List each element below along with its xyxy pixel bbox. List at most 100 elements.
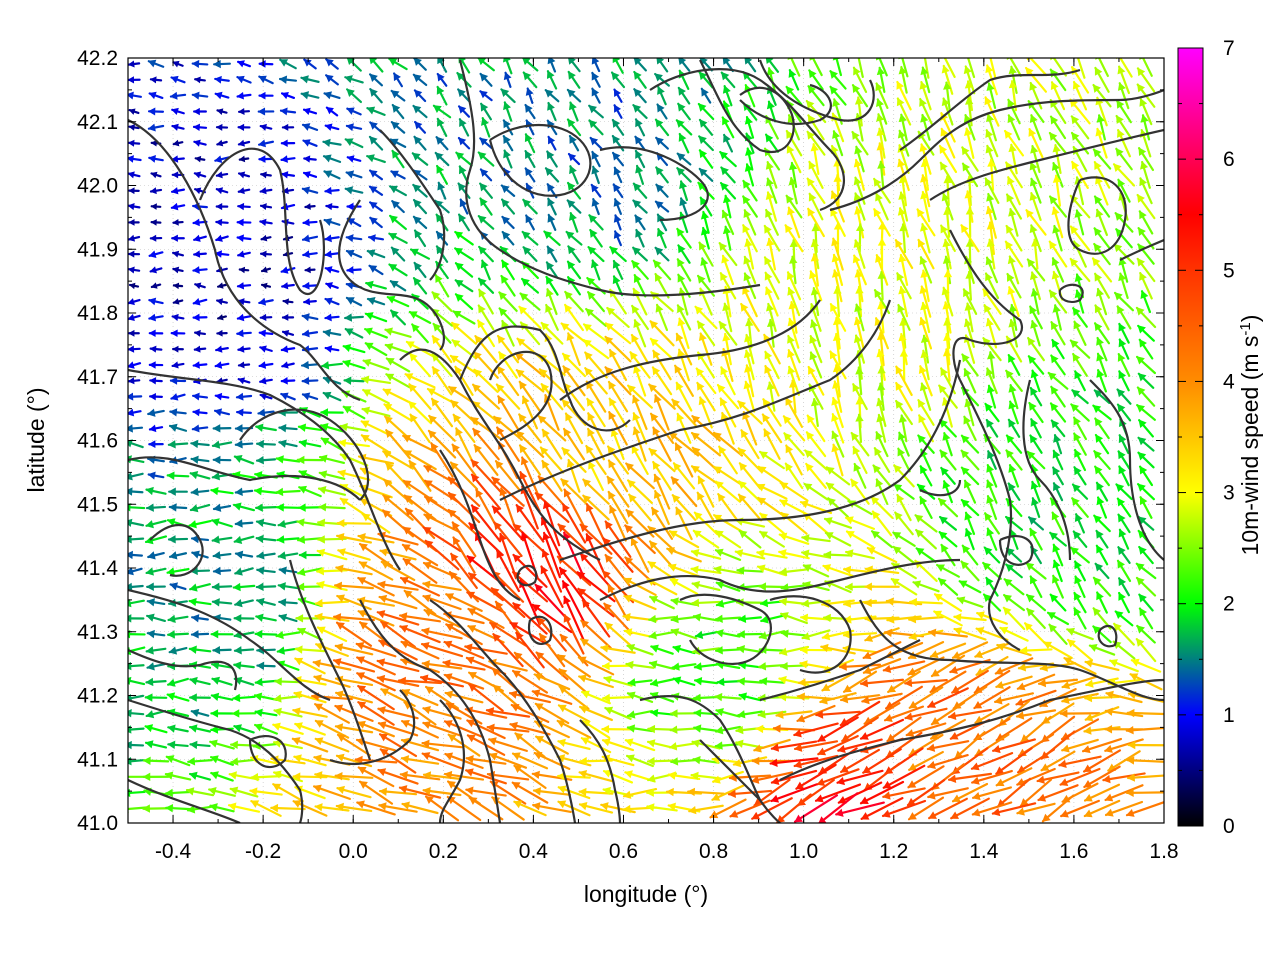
- wind-arrow: [357, 720, 395, 738]
- wind-arrow: [231, 709, 257, 718]
- wind-arrow: [963, 65, 976, 95]
- wind-arrow: [214, 392, 230, 401]
- wind-arrow: [303, 155, 317, 163]
- wind-arrow: [1005, 434, 1023, 454]
- wind-arrow: [985, 418, 999, 438]
- wind-arrow: [356, 656, 396, 676]
- wind-arrow: [236, 329, 252, 338]
- wind-arrow: [963, 58, 976, 79]
- wind-arrow: [325, 282, 339, 290]
- wind-arrow: [567, 276, 581, 296]
- wind-arrow: [366, 249, 386, 259]
- wind-arrow: [301, 313, 319, 322]
- wind-arrow: [718, 242, 738, 267]
- wind-arrow: [964, 190, 974, 223]
- wind-arrow: [1066, 627, 1094, 641]
- wind-vectors: [128, 58, 1164, 823]
- wind-arrow: [314, 598, 350, 608]
- y-tick-label: 41.3: [77, 621, 118, 644]
- wind-arrow: [832, 58, 843, 77]
- wind-arrow: [168, 423, 188, 432]
- wind-arrow: [604, 366, 632, 396]
- wind-arrow: [694, 305, 718, 330]
- wind-arrow: [255, 503, 277, 512]
- wind-arrow: [321, 361, 343, 370]
- wind-arrow: [237, 298, 251, 306]
- wind-arrow: [149, 345, 163, 353]
- wind-arrow: [676, 304, 692, 331]
- wind-arrow: [635, 228, 645, 248]
- wind-arrow: [698, 241, 714, 267]
- wind-arrow: [149, 187, 163, 195]
- wind-arrow: [324, 266, 340, 274]
- wind-arrow: [256, 439, 276, 449]
- wind-arrow: [255, 534, 277, 544]
- wind-arrow: [892, 545, 916, 565]
- wind-arrow: [961, 146, 979, 172]
- wind-arrow: [454, 262, 474, 278]
- wind-arrow: [211, 676, 233, 686]
- wind-arrow: [1008, 464, 1020, 488]
- wind-arrow: [809, 335, 823, 364]
- wind-arrow: [1094, 66, 1110, 93]
- wind-arrow: [215, 171, 229, 179]
- wind-arrow: [714, 692, 742, 702]
- wind-arrow: [128, 108, 140, 115]
- wind-arrow: [191, 59, 209, 68]
- wind-arrow: [758, 630, 786, 640]
- wind-arrow: [876, 142, 886, 176]
- wind-arrow: [609, 246, 627, 263]
- wind-arrow: [547, 58, 557, 73]
- wind-arrow: [188, 519, 212, 529]
- wind-arrow: [655, 136, 669, 150]
- wind-arrow: [810, 287, 820, 317]
- wind-arrow: [1005, 563, 1023, 579]
- wind-arrow: [432, 104, 452, 119]
- wind-arrow: [715, 708, 741, 718]
- wind-arrow: [365, 280, 387, 290]
- wind-arrow: [300, 91, 320, 100]
- wind-arrow: [606, 475, 630, 508]
- wind-arrow: [257, 107, 275, 116]
- wind-arrow: [1005, 369, 1023, 392]
- wind-arrow: [634, 118, 646, 137]
- wind-arrow: [677, 102, 691, 121]
- wind-arrow: [260, 266, 272, 273]
- wind-arrow: [1117, 65, 1130, 95]
- wind-arrow: [215, 234, 229, 242]
- x-tick-label: 0.8: [699, 840, 728, 863]
- wind-arrow: [951, 782, 989, 803]
- wind-arrow: [435, 230, 449, 246]
- wind-arrow: [1051, 338, 1065, 360]
- wind-arrow: [612, 259, 624, 280]
- wind-arrow: [634, 214, 646, 231]
- wind-arrow: [345, 249, 363, 259]
- wind-arrow: [721, 209, 735, 236]
- wind-arrow: [1095, 175, 1109, 206]
- wind-arrow: [1024, 66, 1048, 93]
- wind-arrow: [1113, 291, 1135, 312]
- wind-arrow: [1015, 689, 1057, 707]
- wind-arrow: [324, 297, 340, 306]
- wind-arrow: [787, 286, 801, 317]
- wind-arrow: [1093, 195, 1111, 218]
- wind-arrow: [808, 160, 824, 189]
- wind-arrow: [1050, 354, 1066, 376]
- wind-arrow: [214, 250, 230, 258]
- wind-arrow: [457, 105, 471, 118]
- wind-arrow: [764, 286, 779, 317]
- wind-arrow: [217, 314, 227, 321]
- wind-arrow: [784, 224, 804, 253]
- wind-arrow: [811, 223, 820, 254]
- wind-arrow: [975, 655, 1009, 676]
- wind-arrow: [172, 139, 184, 147]
- wind-arrow: [148, 440, 164, 449]
- wind-arrow: [833, 221, 843, 255]
- wind-arrow: [943, 81, 952, 110]
- wind-arrow: [679, 180, 689, 202]
- wind-arrow: [1138, 338, 1154, 360]
- wind-arrow: [961, 353, 979, 377]
- wind-arrow: [335, 690, 373, 704]
- wind-arrow: [216, 282, 228, 289]
- x-tick-label: 1.4: [969, 840, 999, 863]
